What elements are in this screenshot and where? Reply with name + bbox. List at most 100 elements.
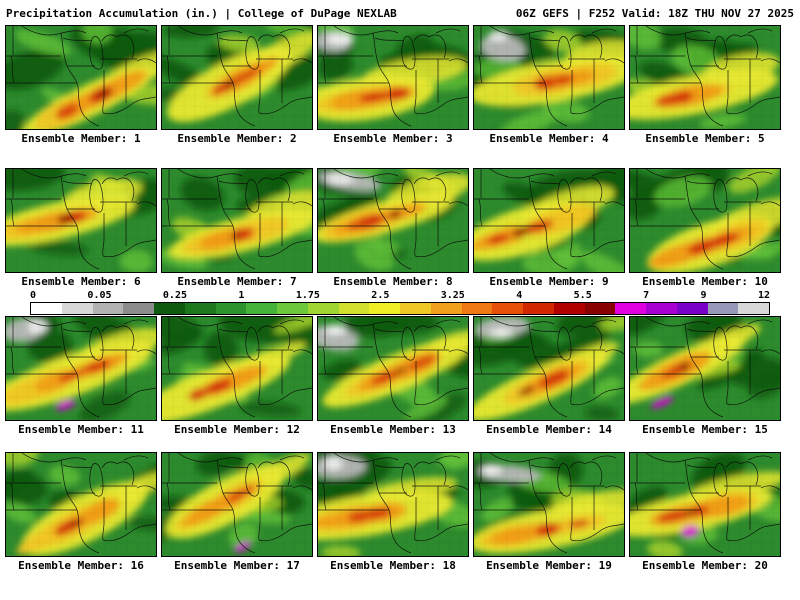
- ensemble-member-label: Ensemble Member: 20: [642, 559, 768, 572]
- precip-map: [456, 304, 647, 421]
- ensemble-member-label: Ensemble Member: 19: [486, 559, 612, 572]
- precip-map: [0, 308, 164, 423]
- precip-map: [279, 439, 499, 560]
- ensemble-member-label: Ensemble Member: 14: [486, 423, 612, 436]
- colorbar-segment: [61, 303, 93, 314]
- colorbar-tick-label: 12: [757, 290, 770, 301]
- ensemble-panel: Ensemble Member: 15: [612, 299, 793, 436]
- precip-map: [0, 19, 182, 137]
- colorbar-segment: [369, 303, 400, 314]
- ensemble-row-2: Ensemble Member: 6 Ensemble Member: 7 Ense…: [0, 155, 800, 288]
- precip-map: [147, 13, 326, 130]
- header: Precipitation Accumulation (in.) | Colle…: [0, 0, 800, 20]
- ensemble-member-label: Ensemble Member: 11: [18, 423, 144, 436]
- ensemble-panel: Ensemble Member: 5: [614, 18, 781, 145]
- colorbar-segment: [738, 303, 769, 314]
- ensemble-member-label: Ensemble Member: 4: [489, 132, 609, 145]
- ensemble-panel: Ensemble Member: 12: [132, 306, 333, 436]
- colorbar-tick-label: 7: [643, 290, 650, 301]
- colorbar-tick-label: 5.5: [573, 290, 592, 301]
- ensemble-panel: Ensemble Member: 4: [468, 25, 642, 145]
- colorbar-segment: [553, 303, 585, 314]
- ensemble-member-label: Ensemble Member: 18: [330, 559, 456, 572]
- forecast-valid-info: 06Z GEFS | F252 Valid: 18Z THU NOV 27 20…: [515, 7, 794, 20]
- ensemble-member-label: Ensemble Member: 2: [177, 132, 297, 145]
- ensemble-panel: Ensemble Member: 7: [153, 155, 340, 288]
- colorbar-segment: [615, 303, 646, 314]
- colorbar-tick-label: 1.75: [295, 290, 320, 301]
- ensemble-member-label: Ensemble Member: 1: [21, 132, 141, 145]
- precip-map: [132, 306, 333, 425]
- colorbar-segment: [154, 303, 185, 314]
- precip-map: [0, 158, 168, 274]
- ensemble-panel: Ensemble Member: 8: [309, 158, 472, 288]
- ensemble-panel: Ensemble Member: 16: [0, 443, 187, 572]
- colorbar-segment: [676, 303, 708, 314]
- colorbar-segment: [123, 303, 154, 314]
- precip-map: [0, 443, 187, 557]
- colorbar-tick-label: 9: [700, 290, 707, 301]
- colorbar-tick-label: 0.25: [162, 290, 187, 301]
- ensemble-panel: Ensemble Member: 17: [144, 450, 325, 572]
- ensemble-member-label: Ensemble Member: 5: [645, 132, 765, 145]
- ensemble-panel: Ensemble Member: 14: [456, 304, 647, 436]
- colorbar-tick-label: 3.25: [440, 290, 465, 301]
- colorbar-segment: [461, 303, 493, 314]
- ensemble-row-4: Ensemble Member: 16 Ensemble Member: 17 En…: [0, 439, 800, 572]
- precip-map: [613, 451, 796, 560]
- ensemble-panel: Ensemble Member: 11: [0, 308, 164, 436]
- colorbar-segment: [400, 303, 431, 314]
- ensemble-member-label: Ensemble Member: 17: [174, 559, 300, 572]
- page-title: Precipitation Accumulation (in.) | Colle…: [6, 7, 397, 20]
- ensemble-panel: Ensemble Member: 9: [457, 158, 639, 288]
- colorbar-segment: [215, 303, 247, 314]
- colorbar-tick-label: 2.5: [371, 290, 390, 301]
- colorbar-tick-label: 1: [238, 290, 245, 301]
- ensemble-row-3: Ensemble Member: 11 Ensemble Member: 12 En…: [0, 299, 800, 436]
- precip-map: [308, 305, 495, 430]
- ensemble-panel: Ensemble Member: 2: [147, 13, 326, 145]
- ensemble-member-label: Ensemble Member: 3: [333, 132, 453, 145]
- ensemble-member-label: Ensemble Member: 16: [18, 559, 144, 572]
- precip-map: [614, 156, 800, 274]
- precip-map: [309, 158, 472, 273]
- colorbar-segment: [307, 303, 339, 314]
- precip-map: [612, 299, 793, 421]
- ensemble-panel: Ensemble Member: 13: [308, 305, 495, 436]
- precip-map: [294, 11, 479, 130]
- ensemble-panel: Ensemble Member: 6: [0, 158, 168, 288]
- colorbar-segment: [31, 303, 62, 314]
- precip-map: [153, 155, 340, 273]
- colorbar-segment: [92, 303, 124, 314]
- colorbar-segment: [492, 303, 523, 314]
- ensemble-member-label: Ensemble Member: 12: [174, 423, 300, 436]
- ensemble-panel: Ensemble Member: 10: [614, 156, 800, 288]
- precip-map: [144, 450, 325, 557]
- ensemble-member-label: Ensemble Member: 6: [21, 275, 141, 288]
- colorbar-tick-labels: 0 0.05 0.25 1 1.75 2.5 3.25 4 5.5 7 9 12: [30, 291, 770, 301]
- colorbar-gradient: [30, 302, 770, 315]
- precip-map: [614, 18, 781, 130]
- ensemble-panel: Ensemble Member: 19: [454, 452, 645, 572]
- colorbar-segment: [277, 303, 308, 314]
- ensemble-member-label: Ensemble Member: 8: [333, 275, 453, 288]
- precip-map: [457, 158, 639, 287]
- colorbar-segment: [523, 303, 554, 314]
- ensemble-row-1: Ensemble Member: 1 Ensemble Member: 2 Ense…: [0, 11, 800, 145]
- colorbar-segment: [646, 303, 677, 314]
- ensemble-member-label: Ensemble Member: 7: [177, 275, 297, 288]
- colorbar-tick-label: 0.05: [87, 290, 112, 301]
- colorbar-segment: [430, 303, 462, 314]
- ensemble-panel: Ensemble Member: 3: [294, 11, 479, 145]
- ensemble-panel: Ensemble Member: 18: [279, 439, 499, 572]
- precip-map: [468, 25, 642, 139]
- colorbar-segment: [246, 303, 277, 314]
- ensemble-member-label: Ensemble Member: 10: [642, 275, 768, 288]
- ensemble-member-label: Ensemble Member: 13: [330, 423, 456, 436]
- colorbar-segment: [184, 303, 216, 314]
- colorbar-segment: [584, 303, 616, 314]
- colorbar-segment: [338, 303, 370, 314]
- ensemble-member-label: Ensemble Member: 15: [642, 423, 768, 436]
- ensemble-member-label: Ensemble Member: 9: [489, 275, 609, 288]
